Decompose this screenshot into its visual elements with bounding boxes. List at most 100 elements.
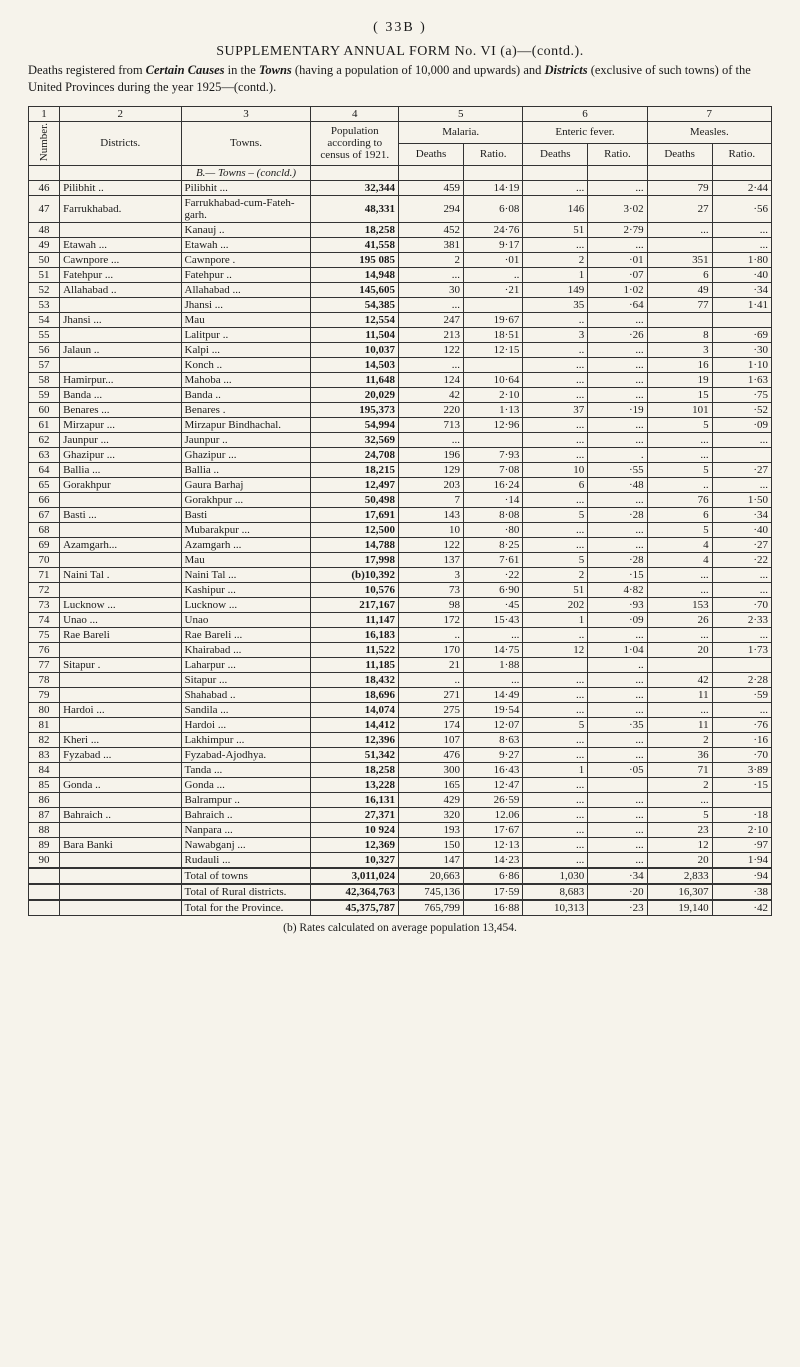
population-cell: 54,385: [311, 297, 399, 312]
town-cell: Khairabad ...: [181, 642, 311, 657]
malaria-deaths: ...: [399, 267, 464, 282]
population-cell: 12,500: [311, 522, 399, 537]
malaria-ratio: 7·08: [464, 462, 523, 477]
measles-ratio: ·59: [712, 687, 771, 702]
row-number: 56: [29, 342, 60, 357]
measles-ratio: ·15: [712, 777, 771, 792]
malaria-ratio: 26·59: [464, 792, 523, 807]
population-cell: 12,369: [311, 837, 399, 852]
table-row: 73Lucknow ...Lucknow ...217,16798·45202·…: [29, 597, 772, 612]
header-row-1: Number. Districts. Towns. Popula­tion ac…: [29, 121, 772, 143]
malaria-deaths: 220: [399, 402, 464, 417]
district-cell: Naini Tal .: [60, 567, 181, 582]
malaria-deaths: 196: [399, 447, 464, 462]
population-cell: 14,788: [311, 537, 399, 552]
population-cell: 18,258: [311, 222, 399, 237]
population-cell: 24,708: [311, 447, 399, 462]
population-cell: 12,554: [311, 312, 399, 327]
total-malaria-ratio: 16·88: [464, 900, 523, 916]
malaria-deaths: ..: [399, 672, 464, 687]
table-row: 68Mubarakpur ...12,50010·80......5·40: [29, 522, 772, 537]
enteric-ratio: ·09: [588, 612, 647, 627]
district-cell: Hardoi ...: [60, 702, 181, 717]
malaria-deaths: 30: [399, 282, 464, 297]
row-number: 90: [29, 852, 60, 868]
total-population: 42,364,763: [311, 884, 399, 900]
malaria-deaths: 174: [399, 717, 464, 732]
measles-ratio: ·69: [712, 327, 771, 342]
enteric-deaths: ...: [523, 357, 588, 372]
enteric-ratio: ...: [588, 807, 647, 822]
malaria-deaths: 122: [399, 342, 464, 357]
town-cell: Pilibhit ...: [181, 180, 311, 195]
population-cell: 11,522: [311, 642, 399, 657]
district-cell: Jaunpur ...: [60, 432, 181, 447]
town-cell: Fatehpur ..: [181, 267, 311, 282]
row-number: 68: [29, 522, 60, 537]
district-cell: Bara Banki: [60, 837, 181, 852]
measles-deaths: 3: [647, 342, 712, 357]
malaria-deaths: 124: [399, 372, 464, 387]
table-row: 65GorakhpurGaura Barhaj12,49720316·246·4…: [29, 477, 772, 492]
town-cell: Ballia ..: [181, 462, 311, 477]
enteric-deaths: 149: [523, 282, 588, 297]
page-number: ( 33B ): [28, 20, 772, 36]
measles-deaths: [647, 657, 712, 672]
malaria-ratio: 7·61: [464, 552, 523, 567]
table-row: 74Unao ...Unao11,14717215·431·09262·33: [29, 612, 772, 627]
measles-deaths: ...: [647, 432, 712, 447]
district-cell: Ghazipur ...: [60, 447, 181, 462]
measles-deaths: ...: [647, 447, 712, 462]
table-row: 75Rae BareliRae Bareli ...16,183........…: [29, 627, 772, 642]
hdr-ratio: Ratio.: [588, 143, 647, 165]
enteric-ratio: .: [588, 447, 647, 462]
hdr-number: Number.: [29, 121, 60, 165]
town-cell: Fyzabad-Ajodh­ya.: [181, 747, 311, 762]
colnum: 2: [60, 106, 181, 121]
measles-ratio: [712, 792, 771, 807]
measles-deaths: 5: [647, 807, 712, 822]
malaria-deaths: ...: [399, 357, 464, 372]
malaria-deaths: 193: [399, 822, 464, 837]
district-cell: [60, 822, 181, 837]
enteric-ratio: ...: [588, 792, 647, 807]
malaria-deaths: 275: [399, 702, 464, 717]
subtitle: Deaths registered from Certain Causes in…: [28, 62, 772, 96]
row-number: 81: [29, 717, 60, 732]
population-cell: 11,185: [311, 657, 399, 672]
measles-deaths: ...: [647, 702, 712, 717]
measles-deaths: 351: [647, 252, 712, 267]
measles-deaths: ...: [647, 222, 712, 237]
table-row: 70Mau17,9981377·615·284·22: [29, 552, 772, 567]
table-row: 80Hardoi ...Sandila ...14,07427519·54...…: [29, 702, 772, 717]
measles-ratio: ...: [712, 477, 771, 492]
measles-ratio: ·22: [712, 552, 771, 567]
malaria-deaths: 42: [399, 387, 464, 402]
population-cell: 18,432: [311, 672, 399, 687]
total-label: Total of towns: [181, 868, 311, 884]
population-cell: 18,258: [311, 762, 399, 777]
hdr-ratio: Ratio.: [464, 143, 523, 165]
measles-deaths: 20: [647, 852, 712, 868]
enteric-ratio: ...: [588, 732, 647, 747]
population-cell: 16,131: [311, 792, 399, 807]
town-cell: Konch ..: [181, 357, 311, 372]
malaria-deaths: 143: [399, 507, 464, 522]
enteric-deaths: ...: [523, 492, 588, 507]
malaria-deaths: 452: [399, 222, 464, 237]
total-row: Total of towns3,011,02420,6636·861,030·3…: [29, 868, 772, 884]
district-cell: [60, 522, 181, 537]
malaria-ratio: 18·51: [464, 327, 523, 342]
row-number: 49: [29, 237, 60, 252]
row-number: 85: [29, 777, 60, 792]
district-cell: Cawnpore ...: [60, 252, 181, 267]
enteric-ratio: ...: [588, 687, 647, 702]
population-cell: 11,648: [311, 372, 399, 387]
district-cell: Etawah ...: [60, 237, 181, 252]
town-cell: Shahabad ..: [181, 687, 311, 702]
enteric-deaths: 10: [523, 462, 588, 477]
malaria-deaths: 7: [399, 492, 464, 507]
measles-deaths: 36: [647, 747, 712, 762]
measles-ratio: ...: [712, 222, 771, 237]
town-cell: Cawnpore .: [181, 252, 311, 267]
